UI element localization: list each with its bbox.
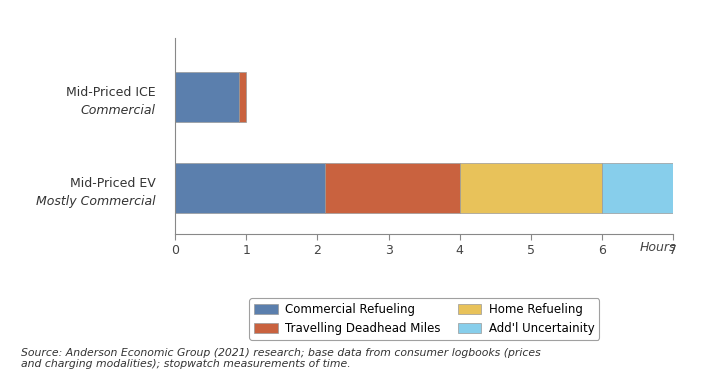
Bar — [460, 163, 602, 213]
Text: Commercial: Commercial — [81, 104, 156, 117]
Bar — [602, 163, 673, 213]
Text: Source: Anderson Economic Group (2021) research; base data from consumer logbook: Source: Anderson Economic Group (2021) r… — [21, 348, 540, 369]
Bar — [325, 163, 460, 213]
Text: Hours: Hours — [640, 241, 676, 254]
Text: Mid-Priced EV: Mid-Priced EV — [69, 177, 156, 190]
Legend: Commercial Refueling, Travelling Deadhead Miles, Home Refueling, Add'l Uncertain: Commercial Refueling, Travelling Deadhea… — [250, 299, 599, 340]
Text: Mostly Commercial: Mostly Commercial — [36, 195, 156, 208]
Bar — [175, 163, 325, 213]
Bar — [175, 72, 239, 122]
Text: Mid-Priced ICE: Mid-Priced ICE — [66, 86, 156, 99]
Bar — [239, 72, 246, 122]
